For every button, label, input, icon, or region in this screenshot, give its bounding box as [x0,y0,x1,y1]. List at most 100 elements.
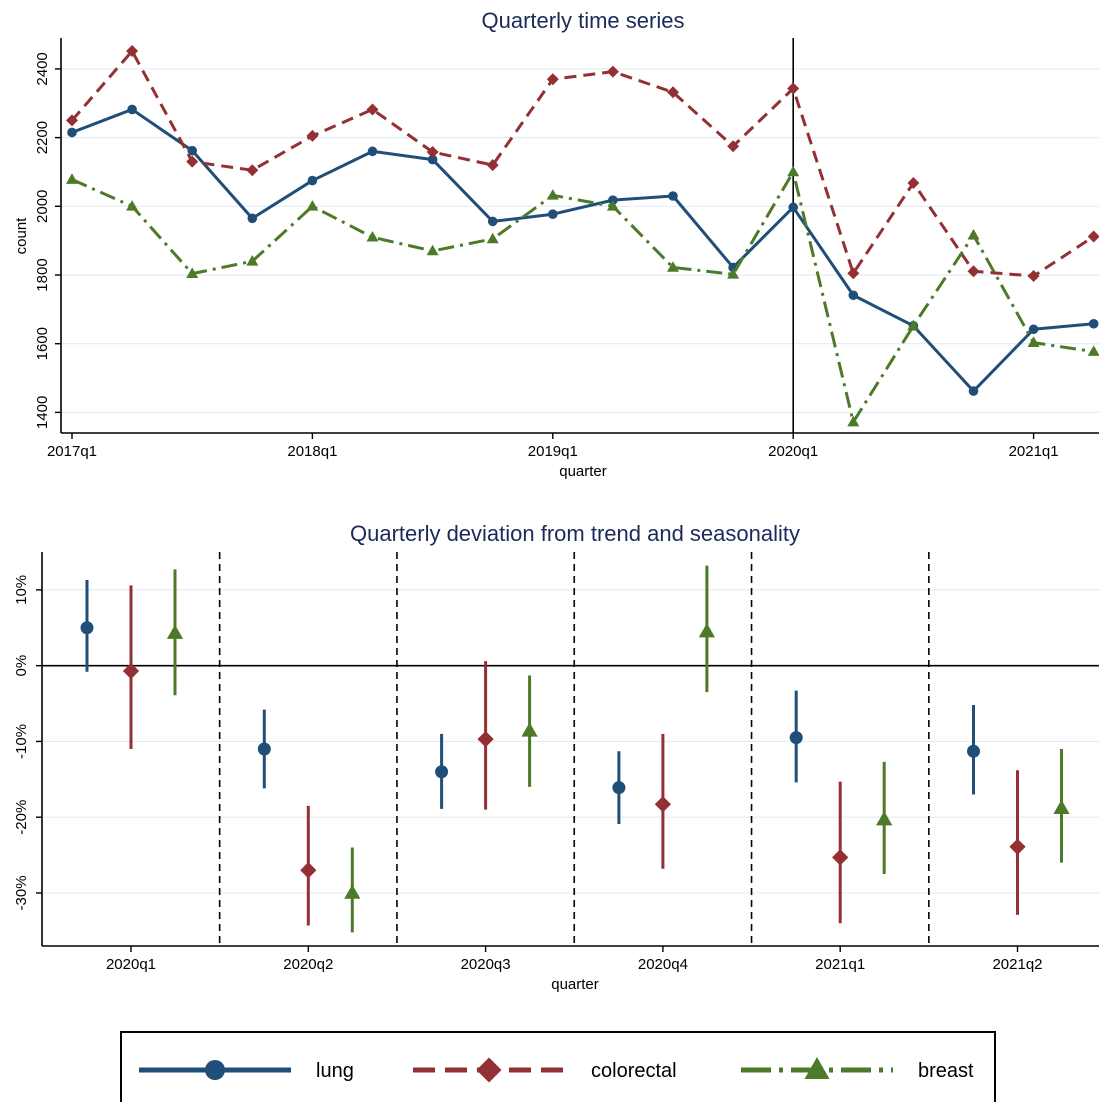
colorectal-point [606,65,619,78]
colorectal-estimate [477,731,494,748]
colorectal-point [486,159,499,172]
breast-point [486,232,499,244]
legend-item-colorectal: colorectal [413,1057,677,1083]
breast-point [246,255,259,266]
lung-point [67,127,77,138]
lung-point [968,386,979,396]
colorectal-estimate [832,849,849,866]
colorectal-point [1027,270,1040,283]
lung-estimate [967,744,980,758]
time-series-y-tick-label: 2000 [34,190,51,223]
breast-point [1027,336,1040,347]
deviation-estimates [80,565,1070,933]
colorectal-point [727,140,740,153]
lung-point [1088,318,1099,329]
deviation-x-tick-label: 2020q4 [638,956,688,973]
legend-swatch-marker [205,1060,225,1080]
breast-estimate [1053,799,1070,814]
lung-point [367,146,378,157]
deviation-title: Quarterly deviation from trend and seaso… [350,521,800,546]
breast-estimate [521,722,538,737]
breast-point [1087,345,1099,356]
time-series-x-tick-label: 2021q1 [1009,443,1059,460]
breast-estimate [344,884,361,899]
breast-point [546,189,559,200]
breast-point [727,268,740,279]
colorectal-point [787,82,800,95]
colorectal-line [70,49,1095,278]
colorectal-point [546,73,559,86]
colorectal-point [66,114,78,127]
breast-point [606,200,619,211]
lung-point [487,216,498,227]
time-series-panel: Quarterly time series 1400 1600 1800 2000 22… [13,8,1099,480]
lung-estimate [80,621,94,635]
time-series-x-tick-label: 2018q1 [287,443,337,460]
lung-estimate [257,742,271,756]
estimates-breast [166,565,1070,933]
breast-point [306,200,319,211]
breast-point [366,230,379,242]
estimates-lung [80,580,980,825]
breast-point [847,415,860,427]
estimates-colorectal [122,585,1026,926]
colorectal-point [306,129,319,142]
deviation-y-tick-label: -10% [13,724,30,759]
breast-estimate [166,624,184,639]
time-series-lines [66,45,1099,427]
legend-swatch-marker [476,1057,502,1083]
lung-point [668,191,678,201]
series-colorectal [66,45,1099,283]
series-breast [66,165,1099,427]
lung-point [788,202,798,213]
deviation-gridlines [42,589,1099,894]
deviation-y-tick-label: -30% [13,875,30,910]
time-series-y-tick-label: 1600 [34,327,51,360]
deviation-y-tick-label: -20% [13,800,30,835]
legend-item-breast: breast [741,1057,974,1082]
time-series-x-axis-label: quarter [559,463,607,480]
colorectal-estimate [1009,838,1026,855]
series-lung [67,104,1099,396]
colorectal-estimate [300,862,317,879]
legend-label: lung [316,1060,354,1082]
deviation-quarter-separators [218,552,930,946]
colorectal-estimate [654,796,672,813]
colorectal-point [1087,230,1099,243]
legend-label: breast [918,1060,974,1082]
time-series-y-tick-label: 1400 [34,396,51,429]
lung-point [848,290,859,301]
colorectal-point [667,86,679,99]
breast-point [907,319,920,331]
lung-estimate [435,765,449,779]
time-series-title: Quarterly time series [482,8,685,33]
colorectal-point [426,146,439,159]
deviation-y-tick-label: 10% [13,575,30,605]
lung-point [187,145,197,156]
breast-estimate [698,623,716,638]
breast-line [71,170,1094,424]
time-series-y-tick-label: 1800 [34,258,51,291]
lung-point [427,154,438,165]
time-series-y-tick-label: 2400 [34,52,51,85]
lung-line [71,107,1094,393]
deviation-x-tick-label: 2021q1 [815,956,865,973]
breast-point [667,261,679,272]
deviation-x-tick-label: 2020q1 [106,956,156,973]
colorectal-point [907,176,920,189]
breast-point [967,228,980,240]
breast-point [66,173,78,184]
time-series-x-tick-label: 2019q1 [528,443,578,460]
legend: lung colorectal breast [120,1031,996,1102]
breast-point [787,165,800,177]
time-series-y-axis-label: count [13,217,30,255]
legend-swatch-marker [804,1057,830,1079]
deviation-x-axis-label: quarter [551,976,599,993]
legend-item-lung: lung [139,1060,354,1082]
deviation-x-tick-label: 2021q2 [992,956,1042,973]
deviation-x-tick-label: 2020q2 [283,956,333,973]
lung-estimate [789,731,803,745]
colorectal-point [186,155,199,168]
legend-box [120,1031,996,1102]
